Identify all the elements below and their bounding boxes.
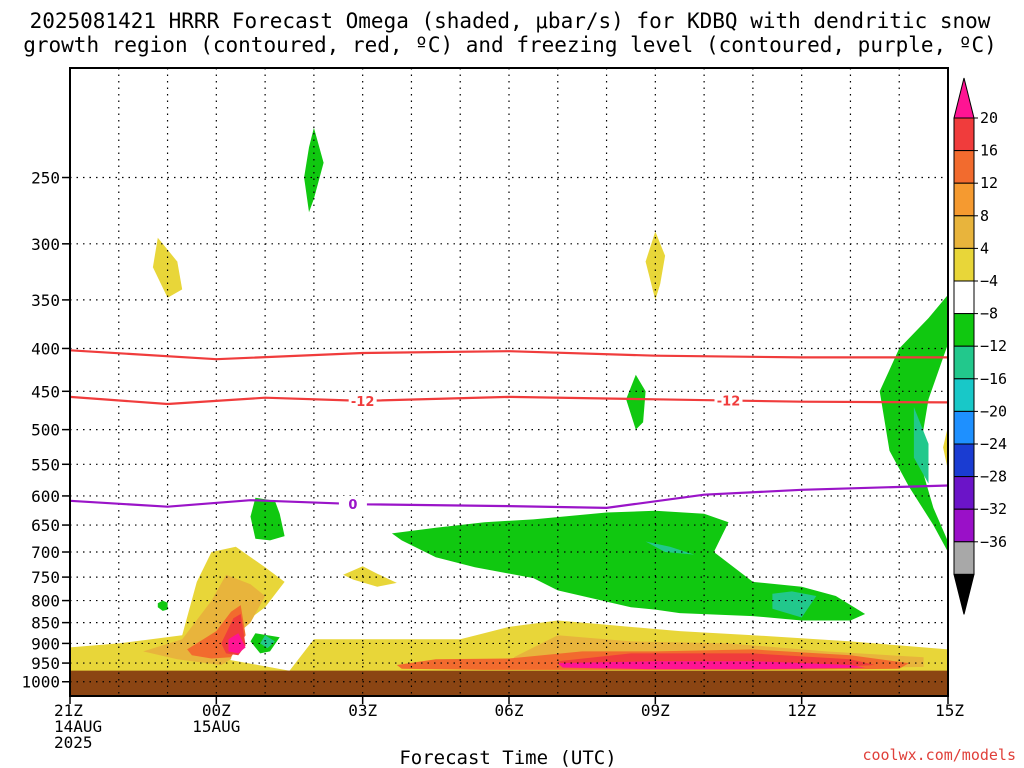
omega-region-9 (913, 407, 929, 484)
colorbar-swatch (953, 541, 975, 575)
colorbar-label: −4 (980, 272, 998, 290)
colorbar-swatch (953, 215, 975, 249)
contour-label: -12 (717, 394, 741, 409)
contour-label: -12 (351, 395, 375, 410)
colorbar-label: −32 (980, 500, 1007, 518)
colorbar-label: −12 (980, 337, 1007, 355)
credit-label: coolwx.com/models (862, 746, 1016, 764)
omega-region-11 (152, 237, 183, 298)
colorbar-label: −36 (980, 533, 1007, 551)
colorbar-label: −28 (980, 468, 1007, 486)
x-tick-label: 00Z (202, 701, 231, 720)
colorbar-swatch (953, 476, 975, 510)
contour-line-1-0 (69, 484, 949, 510)
omega-shaded-regions (70, 127, 948, 675)
y-tick-label: 1000 (21, 673, 60, 692)
colorbar-swatch (953, 280, 975, 315)
colorbar-label: 16 (980, 142, 998, 160)
colorbar: 20 16 12 8 4 −4 −8 −12 −16 −20 −24 −28 −32 −36 (953, 77, 1007, 615)
y-tick-label: 350 (31, 291, 60, 310)
omega-region-14 (943, 426, 948, 471)
colorbar-swatch (953, 508, 975, 543)
colorbar-label: −16 (980, 370, 1007, 388)
temperature-contours: -12 -12 0 (69, 349, 949, 513)
colorbar-label: −8 (980, 305, 998, 323)
contour-line-0-0 (69, 349, 948, 361)
x-tick-label: 15AUG (192, 717, 240, 736)
y-axis-ticks: 2503003504004505005506006507007508008509… (21, 169, 70, 692)
omega-region-8 (772, 591, 817, 618)
colorbar-swatch (953, 378, 975, 412)
omega-region-16 (143, 574, 266, 665)
contour-line-0-1 (69, 395, 949, 406)
x-axis-label: Forecast Time (UTC) (399, 747, 616, 768)
colorbar-swatch (953, 150, 975, 184)
colorbar-label: 4 (980, 239, 989, 257)
y-tick-label: 800 (31, 592, 60, 611)
omega-region-5 (391, 510, 866, 621)
y-tick-label: 500 (31, 421, 60, 440)
chart-title: 2025081421 HRRR Forecast Omega (shaded, … (30, 9, 991, 33)
contour-label-bg (338, 495, 367, 512)
omega-region-22 (228, 633, 246, 654)
grid-lines (69, 68, 949, 696)
y-tick-label: 450 (31, 382, 60, 401)
y-tick-label: 300 (31, 235, 60, 254)
colorbar-swatch (953, 345, 975, 380)
colorbar-label: 12 (980, 174, 998, 192)
colorbar-swatch (953, 313, 975, 347)
x-tick-label: 03Z (348, 701, 377, 720)
omega-region-10 (260, 635, 275, 649)
colorbar-swatch (953, 117, 975, 152)
y-tick-label: 650 (31, 516, 60, 535)
y-tick-label: 750 (31, 568, 60, 587)
y-tick-label: 250 (31, 169, 60, 188)
omega-region-0 (157, 600, 168, 611)
y-tick-label: 850 (31, 614, 60, 633)
x-tick-label: 12Z (787, 701, 816, 720)
y-tick-label: 900 (31, 634, 60, 653)
colorbar-swatch (953, 410, 975, 445)
y-tick-label: 400 (31, 339, 60, 358)
y-tick-label: 550 (31, 455, 60, 474)
x-tick-label: 14AUG (54, 717, 102, 736)
colorbar-swatch (953, 443, 975, 478)
y-tick-label: 600 (31, 487, 60, 506)
contour-label: 0 (348, 498, 357, 513)
colorbar-triangle-bottom (953, 573, 975, 615)
x-tick-label: 06Z (495, 701, 524, 720)
colorbar-swatch (953, 247, 975, 282)
colorbar-swatch (953, 182, 975, 217)
colorbar-label: −24 (980, 435, 1007, 453)
omega-region-13 (343, 566, 397, 587)
y-tick-label: 950 (31, 654, 60, 673)
colorbar-label: 20 (980, 109, 998, 127)
x-tick-label: 09Z (641, 701, 670, 720)
omega-region-15 (70, 546, 948, 675)
omega-region-1 (304, 127, 324, 213)
contour-label-bg (348, 392, 377, 409)
omega-region-2 (250, 497, 285, 541)
y-tick-label: 700 (31, 543, 60, 562)
below-ground-fill (70, 670, 948, 696)
omega-region-23 (557, 661, 866, 670)
colorbar-label: 8 (980, 207, 989, 225)
omega-region-4 (626, 374, 646, 430)
chart-subtitle: growth region (contoured, red, ºC) and f… (23, 33, 997, 57)
omega-region-12 (645, 231, 666, 300)
x-tick-label: 15Z (935, 701, 964, 720)
x-tick-label: 2025 (54, 733, 93, 752)
x-tick-label: 21Z (54, 701, 83, 720)
omega-region-6 (879, 294, 948, 552)
contour-label-bg (714, 392, 743, 409)
omega-region-7 (645, 541, 695, 555)
colorbar-label: −20 (980, 402, 1007, 420)
